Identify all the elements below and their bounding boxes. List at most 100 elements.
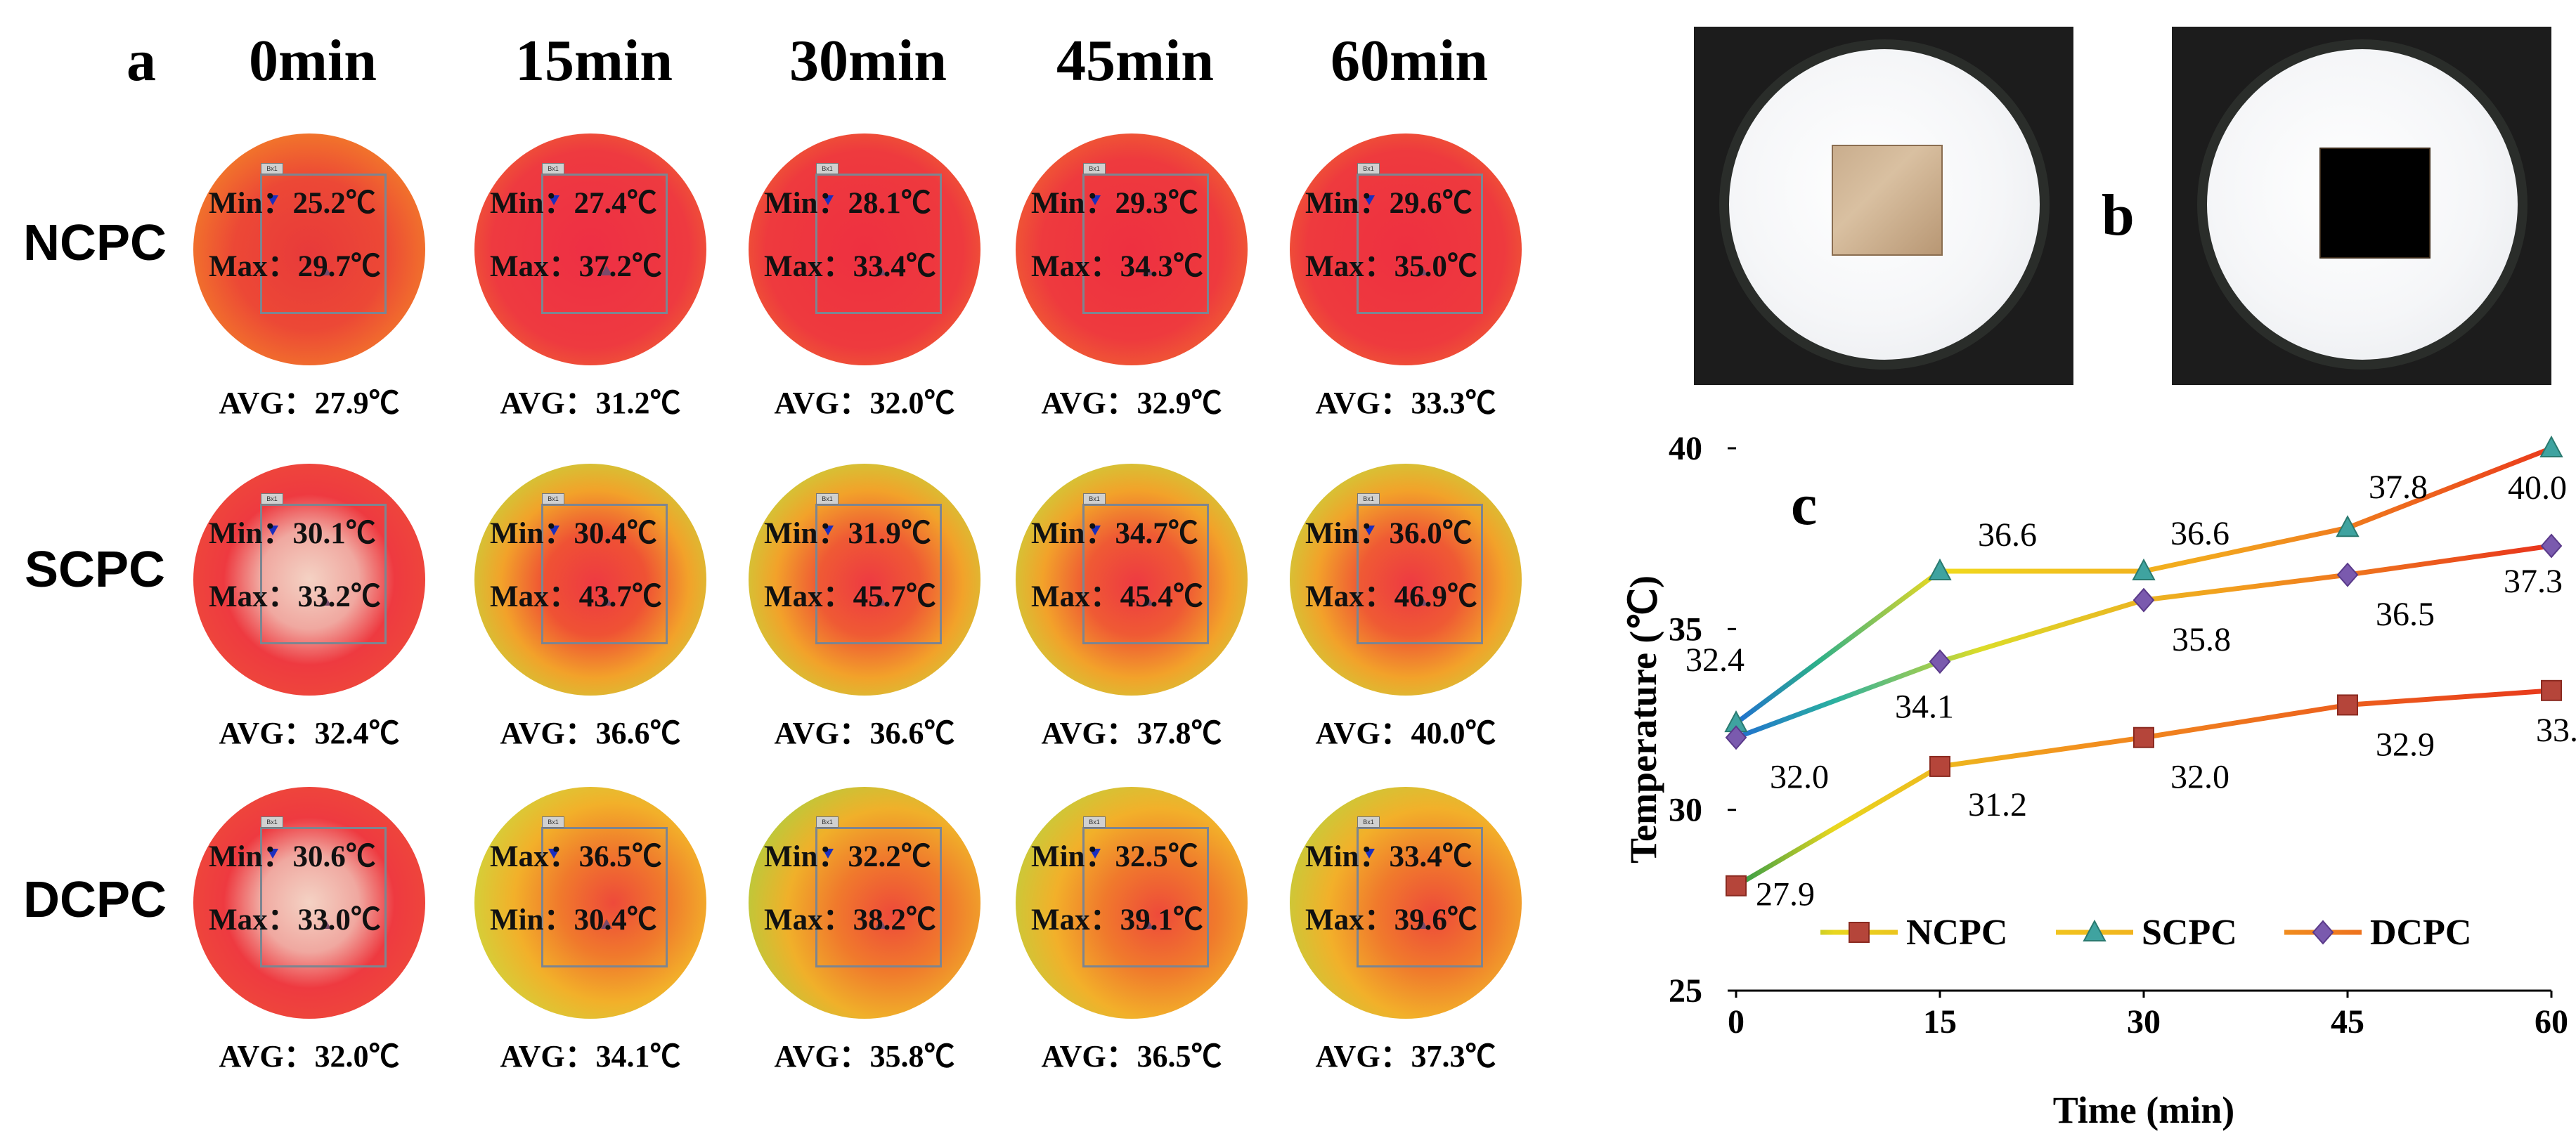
avg-reading: AVG：36.6℃ bbox=[774, 716, 955, 750]
min-reading: Min：25.2℃ bbox=[209, 187, 376, 220]
data-point-dcpc bbox=[2336, 562, 2359, 587]
y-tick-label: 40 bbox=[1669, 430, 1702, 467]
min-reading: Min：29.3℃ bbox=[1031, 187, 1198, 220]
min-reading: Min：31.9℃ bbox=[764, 517, 931, 550]
roi-box bbox=[1082, 504, 1209, 644]
max-reading: Max：45.4℃ bbox=[1031, 580, 1203, 613]
data-point-dcpc bbox=[2540, 533, 2563, 559]
photo-sample-left bbox=[1694, 27, 2073, 385]
data-point-scpc bbox=[2336, 515, 2360, 537]
roi-box bbox=[541, 174, 668, 314]
avg-reading: AVG：27.9℃ bbox=[219, 386, 400, 420]
max-marker bbox=[320, 596, 331, 606]
max-marker bbox=[1142, 266, 1153, 275]
min-marker bbox=[822, 849, 834, 859]
min-reading: Min：33.4℃ bbox=[1305, 840, 1473, 873]
min-reading: Max：36.5℃ bbox=[490, 840, 662, 873]
min-marker bbox=[1364, 849, 1375, 859]
max-marker bbox=[1142, 596, 1153, 606]
data-label-scpc: 36.6 bbox=[2170, 515, 2229, 552]
data-label-ncpc: 32.9 bbox=[2376, 726, 2435, 763]
data-point-ncpc bbox=[2337, 694, 2358, 716]
time-label: 60min bbox=[1330, 28, 1489, 93]
data-label-scpc: 36.6 bbox=[1978, 516, 2037, 554]
legend-label: SCPC bbox=[2142, 913, 2237, 953]
thermal-image: Bx1 Min：28.1℃ Max：33.4℃ bbox=[749, 133, 980, 365]
max-marker bbox=[875, 266, 886, 275]
roi-tag: Bx1 bbox=[816, 816, 839, 828]
thermal-image: Bx1 Min：30.6℃ Max：33.0℃ bbox=[193, 787, 425, 1019]
max-marker bbox=[601, 596, 612, 606]
avg-reading: AVG：37.3℃ bbox=[1315, 1039, 1496, 1074]
data-point-scpc bbox=[1928, 558, 1952, 580]
min-marker bbox=[1089, 195, 1101, 205]
y-tick-label: 30 bbox=[1669, 792, 1702, 829]
roi-tag: Bx1 bbox=[1357, 163, 1380, 174]
roi-tag: Bx1 bbox=[1083, 816, 1106, 828]
min-marker bbox=[548, 526, 559, 535]
roi-tag: Bx1 bbox=[1357, 493, 1380, 504]
roi-tag: Bx1 bbox=[1083, 493, 1106, 504]
thermal-image: Bx1 Min：29.6℃ Max：35.0℃ bbox=[1290, 133, 1522, 365]
min-reading: Min：30.1℃ bbox=[209, 517, 376, 550]
max-marker bbox=[875, 596, 886, 606]
avg-reading: AVG：35.8℃ bbox=[774, 1039, 955, 1074]
min-marker bbox=[267, 526, 278, 535]
max-reading: Max：33.4℃ bbox=[764, 250, 936, 283]
roi-box bbox=[260, 174, 387, 314]
thermal-image: Bx1 Min：36.0℃ Max：46.9℃ bbox=[1290, 464, 1522, 696]
max-marker bbox=[601, 919, 612, 929]
x-tick-label: 15 bbox=[1923, 1003, 1957, 1041]
min-marker bbox=[267, 849, 278, 859]
max-marker bbox=[875, 919, 886, 929]
max-marker bbox=[1416, 919, 1428, 929]
roi-box bbox=[260, 504, 387, 644]
roi-tag: Bx1 bbox=[816, 163, 839, 174]
y-axis-title: Temperature (℃) bbox=[1622, 575, 1664, 863]
y-tick-label: 35 bbox=[1669, 611, 1702, 648]
data-point-ncpc bbox=[1929, 755, 1950, 777]
avg-reading: AVG：40.0℃ bbox=[1315, 716, 1496, 750]
max-reading: Max：33.2℃ bbox=[209, 580, 381, 613]
time-label: 30min bbox=[789, 28, 947, 93]
min-marker bbox=[548, 195, 559, 205]
legend-marker bbox=[2083, 919, 2106, 941]
data-label-dcpc: 37.3 bbox=[2504, 563, 2563, 600]
thermal-image: Bx1 Min：27.4℃ Max：37.2℃ bbox=[474, 133, 706, 365]
data-label-ncpc: 32.0 bbox=[2170, 759, 2229, 796]
data-point-ncpc bbox=[2541, 679, 2562, 701]
roi-tag: Bx1 bbox=[542, 816, 564, 828]
avg-reading: AVG：33.3℃ bbox=[1315, 386, 1496, 420]
series-line-scpc bbox=[1734, 445, 2553, 725]
min-marker bbox=[267, 195, 278, 205]
min-reading: Min：32.5℃ bbox=[1031, 840, 1198, 873]
thermal-image: Bx1 Min：32.5℃ Max：39.1℃ bbox=[1016, 787, 1248, 1019]
thermal-image: Bx1 Min：25.2℃ Max：29.7℃ bbox=[193, 133, 425, 365]
max-reading: Max：46.9℃ bbox=[1305, 580, 1477, 613]
min-reading: Min：28.1℃ bbox=[764, 187, 931, 220]
min-marker bbox=[1364, 526, 1375, 535]
max-reading: Max：45.7℃ bbox=[764, 580, 936, 613]
data-label-ncpc: 27.9 bbox=[1756, 876, 1815, 913]
panel-a-letter: a bbox=[127, 28, 156, 93]
roi-box bbox=[1082, 827, 1209, 967]
data-label-scpc: 32.4 bbox=[1685, 641, 1745, 679]
thermal-image: Bx1 Max：36.5℃ Min：30.4℃ bbox=[474, 787, 706, 1019]
min-marker bbox=[548, 849, 559, 859]
max-reading: Max：33.0℃ bbox=[209, 904, 381, 937]
data-label-dcpc: 34.1 bbox=[1895, 689, 1954, 726]
photo-sample-right bbox=[2172, 27, 2551, 385]
data-point-dcpc bbox=[1725, 725, 1747, 750]
max-reading: Max：34.3℃ bbox=[1031, 250, 1203, 283]
data-point-dcpc bbox=[2132, 587, 2155, 613]
max-reading: Max：39.6℃ bbox=[1305, 904, 1477, 937]
series-line-ncpc bbox=[1735, 688, 2552, 888]
min-reading: Min：34.7℃ bbox=[1031, 517, 1198, 550]
max-marker bbox=[1416, 596, 1428, 606]
min-marker bbox=[1364, 195, 1375, 205]
avg-reading: AVG：32.4℃ bbox=[219, 716, 400, 750]
avg-reading: AVG：36.5℃ bbox=[1041, 1039, 1222, 1074]
roi-tag: Bx1 bbox=[542, 493, 564, 504]
time-label: 15min bbox=[514, 28, 673, 93]
max-marker bbox=[601, 266, 612, 275]
